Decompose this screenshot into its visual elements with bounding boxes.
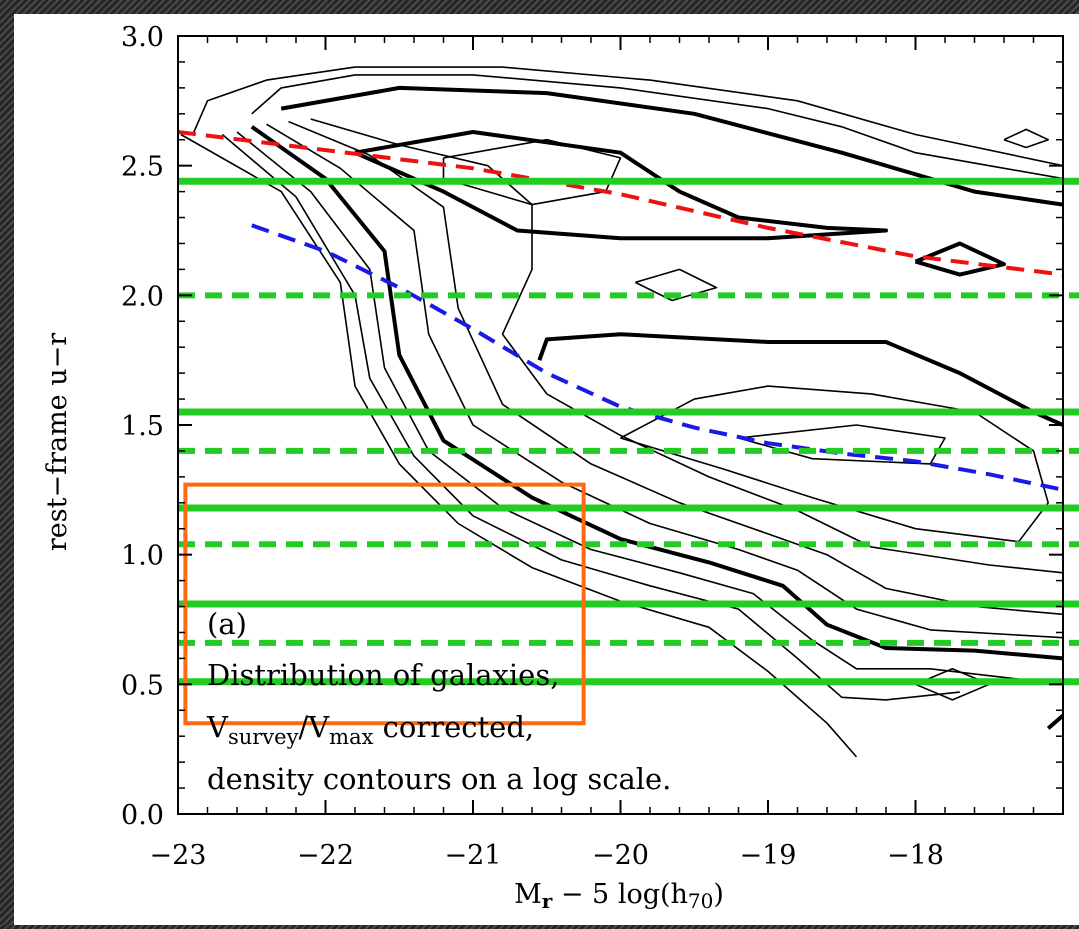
contour-0 <box>251 74 1063 180</box>
contour-9 <box>280 85 1063 207</box>
annotation-line-1: Distribution of galaxies, <box>207 658 559 692</box>
y-axis-title: rest−frame u−r <box>42 333 73 551</box>
y-tick-label-6: 3.0 <box>121 22 164 53</box>
contour-16 <box>914 241 1006 277</box>
contour-19 <box>1046 713 1063 730</box>
contour-17 <box>1003 128 1049 149</box>
x-axis-title: Mr − 5 log(h70) <box>514 879 724 913</box>
reference-lines-layer <box>178 177 1079 686</box>
fit-lines-layer <box>178 130 1063 492</box>
y-tick-label-5: 2.5 <box>121 152 164 183</box>
contour-1 <box>192 66 1063 167</box>
contour-7 <box>288 120 1063 616</box>
annotation-line-3: density contours on a log scale. <box>207 762 671 796</box>
y-tick-label-1: 0.5 <box>121 670 164 701</box>
contour-12 <box>537 332 1063 427</box>
annotation-label: (a) <box>207 607 247 641</box>
y-tick-label-4: 2.0 <box>121 281 164 312</box>
y-tick-label-2: 1.0 <box>121 541 164 572</box>
contour-10 <box>354 130 888 241</box>
contour-15 <box>634 268 718 302</box>
x-tick-label-1: −22 <box>297 840 354 871</box>
x-tick-label-0: −23 <box>150 840 207 871</box>
axis-ticks: −23 −22 −21 −20 −19 −18 0.0 0.5 1.0 1.5 2.0 2.5 3.0 <box>121 22 1063 871</box>
contour-chart: −23 −22 −21 −20 −19 −180.00.51.01.52.02.53.0 … <box>42 22 1079 913</box>
y-tick-label-3: 1.5 <box>121 411 164 442</box>
x-tick-label-3: −20 <box>592 840 649 871</box>
fit-line-0 <box>178 130 1063 277</box>
annotation-line-2: Vsurvey/Vmax corrected, <box>206 710 534 749</box>
contour-5 <box>250 125 1063 661</box>
highlight-box <box>183 482 586 726</box>
contour-layer <box>180 66 1063 758</box>
y-tick-label-0: 0.0 <box>121 800 164 831</box>
chart-canvas: −23 −22 −21 −20 −19 −18 0.0 0.5 1.0 1.5 2.0 2.5 3.0 … <box>14 14 1079 925</box>
contour-6 <box>266 123 1063 639</box>
contour-3 <box>221 133 960 701</box>
contour-8 <box>310 118 1063 574</box>
x-tick-label-4: −19 <box>740 840 797 871</box>
contour-13 <box>620 385 1049 543</box>
x-tick-label-5: −18 <box>887 840 944 871</box>
x-tick-label-2: −21 <box>445 840 502 871</box>
contour-4 <box>236 131 1063 686</box>
fit-line-1 <box>251 223 1063 492</box>
